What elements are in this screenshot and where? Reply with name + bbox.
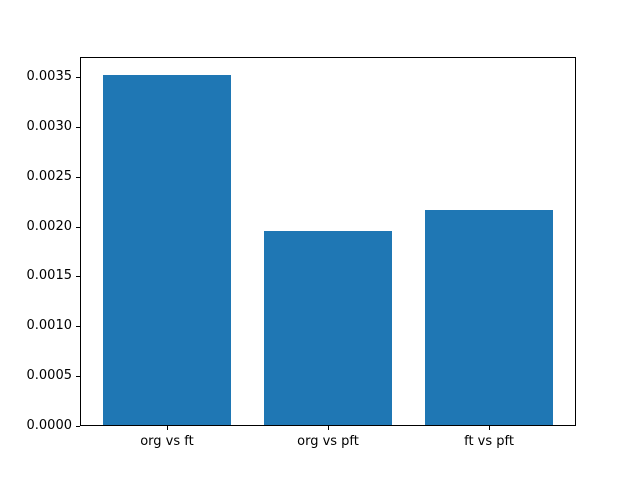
y-tick-mark [76, 276, 80, 278]
y-tick-label: 0.0015 [26, 268, 73, 284]
x-tick-mark [166, 426, 168, 430]
y-tick-label: 0.0020 [26, 218, 73, 234]
x-tick-label-ft-vs-pft: ft vs pft [464, 434, 514, 449]
y-tick-mark [76, 176, 80, 178]
y-tick-mark [76, 126, 80, 128]
x-tick-label-org-vs-ft: org vs ft [140, 434, 194, 449]
y-tick-mark [76, 326, 80, 328]
bar-ft-vs-pft [424, 209, 554, 425]
x-tick-label-org-vs-pft: org vs pft [297, 434, 359, 449]
x-tick-mark [328, 426, 329, 430]
x-tick-mark [489, 426, 491, 430]
y-tick-mark [76, 426, 80, 427]
y-tick-mark [76, 76, 80, 78]
y-tick-label: 0.0000 [26, 418, 73, 433]
y-tick-label: 0.0035 [26, 68, 73, 84]
y-tick-label: 0.0010 [26, 318, 73, 334]
y-tick-mark [76, 226, 80, 228]
y-tick-label: 0.0025 [26, 168, 73, 184]
y-tick-label: 0.0005 [26, 368, 73, 384]
bar-org-vs-ft [102, 74, 232, 425]
y-tick-mark [76, 376, 80, 378]
bar-org-vs-pft [263, 230, 393, 425]
y-tick-label: 0.0030 [26, 118, 73, 134]
